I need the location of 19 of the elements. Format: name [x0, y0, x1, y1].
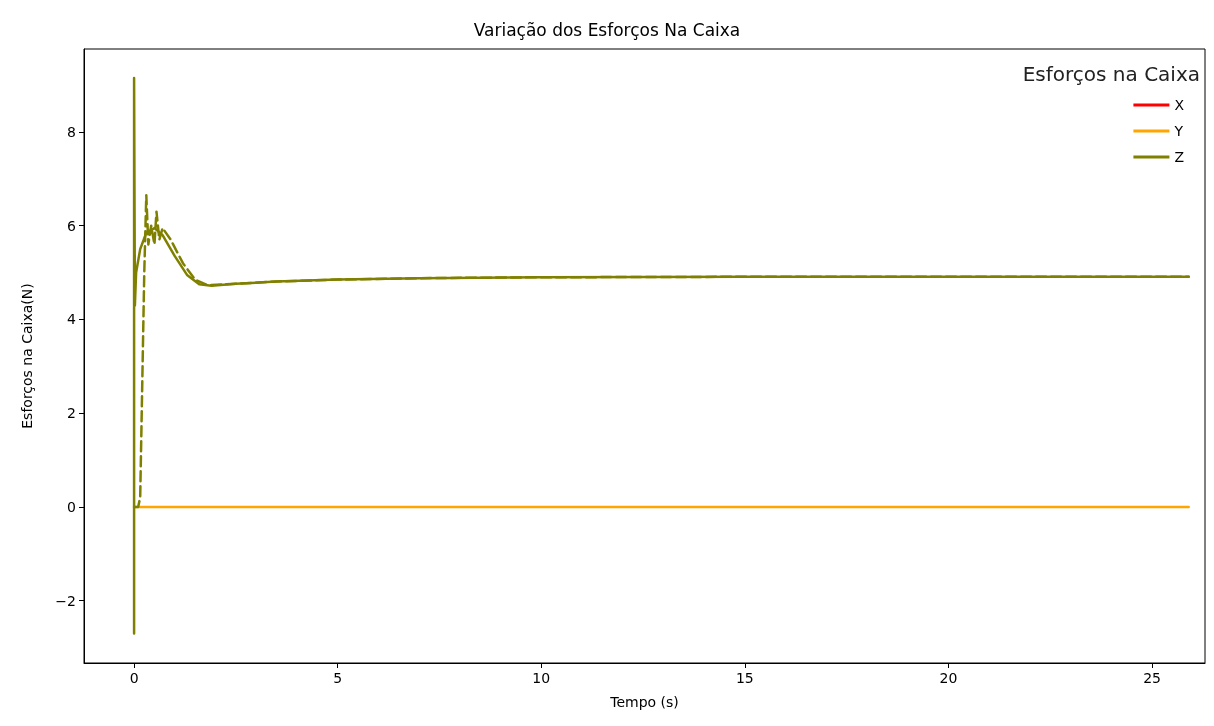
y-tick-label: 8 [67, 123, 76, 140]
x-tick-label: 25 [1143, 670, 1161, 686]
chart-title: Variação dos Esforços Na Caixa [473, 19, 741, 40]
y-tick-label: 2 [67, 405, 76, 422]
y-tick-label: −2 [55, 592, 76, 609]
x-tick-label: 10 [532, 670, 551, 686]
x-axis-title: Tempo (s) [609, 694, 679, 710]
legend-title: Esforços na Caixa [1022, 62, 1201, 86]
x-tick-label: 15 [735, 670, 754, 686]
y-tick-label: 0 [67, 498, 76, 515]
x-tick-label: 20 [939, 670, 958, 686]
x-tick-label: 5 [333, 670, 343, 686]
y-tick-label: 4 [67, 311, 77, 328]
legend-label: Z [1174, 149, 1184, 165]
y-axis-title: Esforços na Caixa(N) [19, 283, 35, 429]
legend-label: Y [1173, 123, 1184, 139]
y-tick-label: 6 [67, 217, 77, 234]
x-tick-label: 0 [129, 670, 139, 686]
legend-label: X [1174, 97, 1185, 113]
